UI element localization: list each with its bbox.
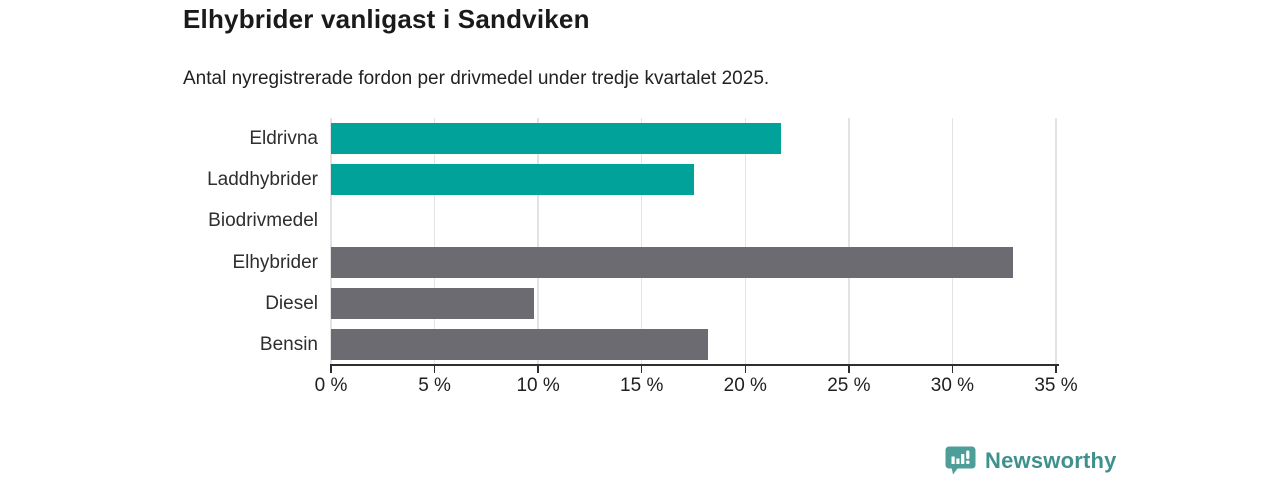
gridline	[1055, 118, 1057, 365]
bar-label-elhybrider: Elhybrider	[232, 251, 318, 273]
gridline	[330, 118, 332, 365]
x-tick-label: 35 %	[1034, 375, 1078, 396]
newsworthy-wordmark: Newsworthy	[985, 447, 1117, 473]
bar-label-biodrivmedel: Biodrivmedel	[208, 210, 318, 232]
bar-label-diesel: Diesel	[265, 292, 318, 314]
x-tick-label: 10 %	[516, 375, 560, 396]
x-tick-label: 25 %	[827, 375, 871, 396]
x-axis-tick	[744, 366, 747, 373]
x-axis-tick	[537, 366, 539, 373]
bar-eldrivna	[331, 123, 781, 155]
bar-diesel	[331, 287, 534, 319]
bar-elhybrider	[331, 246, 1013, 278]
bar-label-laddhybrider: Laddhybrider	[207, 169, 318, 191]
chart-title: Elhybrider vanligast i Sandviken	[183, 4, 590, 34]
gridline	[744, 118, 747, 365]
x-axis-tick	[951, 366, 954, 373]
bar-bensin	[331, 328, 708, 360]
gridline	[951, 118, 954, 365]
chart-subtitle: Antal nyregistrerade fordon per drivmede…	[183, 68, 770, 89]
x-tick-label: 30 %	[930, 375, 975, 396]
gridline	[537, 118, 539, 365]
x-axis-tick	[1055, 366, 1057, 373]
x-axis-line	[330, 364, 1059, 366]
x-tick-label: 15 %	[620, 375, 664, 396]
bar-laddhybrider	[331, 164, 694, 196]
x-axis-tick	[640, 366, 643, 373]
x-axis-tick	[848, 366, 850, 373]
newsworthy-bubble-chart-icon	[944, 445, 977, 476]
gridline	[640, 118, 643, 365]
gridline	[848, 118, 850, 365]
bar-label-bensin: Bensin	[259, 333, 318, 355]
x-tick-label: 5 %	[418, 375, 451, 396]
x-tick-label: 0 %	[314, 375, 348, 396]
newsworthy-logo[interactable]: Newsworthy	[944, 445, 1117, 476]
x-axis-tick	[330, 366, 332, 373]
x-axis-tick	[433, 366, 436, 373]
bar-label-eldrivna: Eldrivna	[249, 128, 318, 149]
gridline	[433, 118, 436, 365]
x-tick-label: 20 %	[723, 375, 767, 396]
